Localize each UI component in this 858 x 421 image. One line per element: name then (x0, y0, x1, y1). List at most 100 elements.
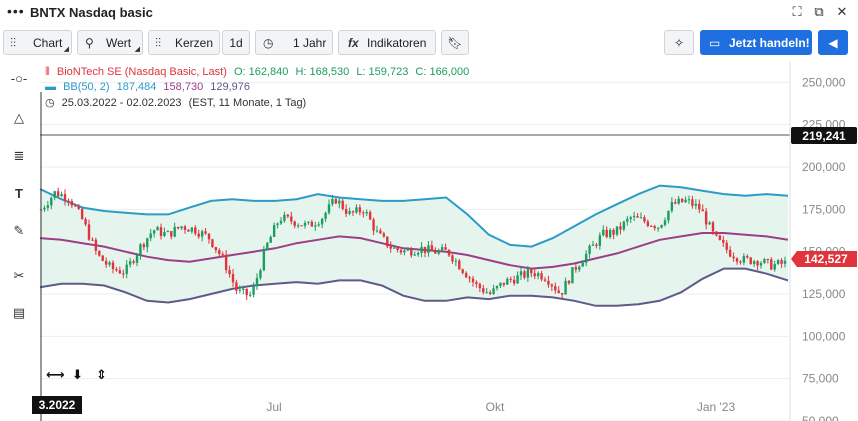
candle-body (434, 250, 437, 254)
collapse-panel-button[interactable]: ◀ (818, 30, 848, 55)
interval-button[interactable]: 1d (222, 30, 250, 55)
candle-body (742, 256, 746, 263)
candle-body (444, 247, 447, 250)
tools-icon[interactable]: ✂ (13, 268, 25, 283)
candle-body (382, 233, 386, 237)
indicators-button[interactable]: fx Indikatoren (338, 30, 436, 55)
candle-body (163, 232, 166, 236)
candle-body (560, 293, 564, 295)
candle-body (242, 288, 245, 290)
candle-body (338, 200, 341, 204)
bb-icon: ▬ (45, 81, 56, 93)
candle-body (423, 246, 427, 253)
candle-body (485, 292, 488, 294)
crosshair-tool-icon[interactable]: -○- (10, 71, 28, 86)
candle-body (379, 230, 382, 234)
trade-now-button[interactable]: ▭ Jetzt handeln! (700, 30, 812, 55)
candle-body (533, 273, 536, 277)
bb-label: BB(50, 2) (63, 81, 110, 93)
chart-type-label: Chart (33, 36, 63, 50)
bb-lower-value: 129,976 (210, 81, 251, 93)
legend-open: O: 162,840 (233, 66, 289, 78)
x-tick-label: Jul (266, 400, 281, 414)
candle-body (595, 244, 598, 246)
candle-body (314, 225, 317, 227)
candle-body (773, 263, 776, 270)
calculator-icon[interactable]: ▤ (12, 305, 26, 320)
candle-body (468, 277, 471, 279)
caret-left-icon: ◀ (828, 36, 838, 50)
fullscreen-icon[interactable]: ⛶ (792, 4, 802, 19)
candle-body (437, 250, 440, 254)
text-tool-icon[interactable]: T (15, 186, 23, 201)
value-button[interactable]: ⚲ Wert ◢ (77, 30, 143, 55)
candle-body (571, 267, 574, 284)
fit-horizontal-icon[interactable]: ⟷ (46, 367, 65, 382)
candle-body (180, 226, 183, 229)
candle-body (598, 235, 602, 246)
candle-body (135, 254, 139, 263)
price-chart[interactable]: 250,000225,000200,000175,000150,000125,0… (0, 62, 858, 421)
candle-body (142, 244, 146, 248)
function-icon: fx (348, 36, 359, 50)
fib-tool-icon[interactable]: ≣ (13, 148, 25, 163)
chart-type-button[interactable]: ⫶⫶ Chart ◢ (3, 30, 72, 55)
candle-body (307, 221, 310, 223)
date-note: (EST, 11 Monate, 1 Tag) (188, 97, 307, 109)
last-price-tag: 142,527 (791, 251, 857, 267)
candle-body (159, 227, 163, 236)
candle-body (451, 255, 454, 262)
candle-body (262, 249, 266, 271)
more-icon[interactable]: ••• (7, 3, 25, 19)
candle-body (783, 260, 787, 264)
popout-icon[interactable]: ⧉ (814, 4, 824, 19)
candle-body (386, 236, 389, 247)
candle-body (317, 224, 320, 226)
candle-body (355, 207, 358, 213)
candle-body (269, 236, 272, 243)
candle-body (749, 257, 752, 264)
candles-button[interactable]: ⫶⫶ Kerzen (148, 30, 220, 55)
candle-body (272, 225, 276, 237)
magic-button[interactable]: ✧ (664, 30, 694, 55)
candle-body (629, 217, 632, 219)
arrow-down-icon[interactable]: ⬇ (72, 367, 83, 382)
candle-body (495, 285, 499, 289)
candle-body (656, 227, 660, 229)
title-bar: ••• BNTX Nasdaq basic ⛶ ⧉ ✕ (0, 0, 858, 26)
candle-body (214, 247, 218, 251)
candle-body (293, 221, 296, 226)
candle-body (56, 191, 60, 197)
candle-body (519, 271, 523, 276)
series-icon: ⦀ (45, 66, 50, 78)
candle-body (492, 288, 495, 294)
candle-body (115, 269, 118, 271)
candle-body (427, 245, 430, 253)
candle-body (218, 250, 221, 255)
candle-body (564, 280, 567, 295)
candle-body (578, 266, 581, 270)
candle-body (516, 275, 519, 284)
bollinger-mid-line (39, 232, 789, 270)
candle-body (166, 231, 170, 233)
close-icon[interactable]: ✕ (836, 4, 848, 19)
pencil-tool-icon[interactable]: ✎ (13, 223, 25, 238)
chart-area[interactable]: 250,000225,000200,000175,000150,000125,0… (0, 62, 858, 421)
expand-vertical-icon[interactable]: ⇕ (96, 367, 107, 382)
triangle-tool-icon[interactable]: △ (14, 110, 24, 125)
candle-body (248, 294, 252, 296)
candle-body (715, 231, 718, 236)
candle-body (663, 220, 667, 225)
y-tick-label: 75,000 (802, 372, 839, 386)
candle-body (588, 245, 591, 254)
candle-body (211, 239, 214, 248)
range-button[interactable]: ◷ 1 Jahr (255, 30, 333, 55)
legend-low: L: 159,723 (356, 66, 409, 78)
candle-body (74, 205, 77, 207)
candle-body (632, 216, 636, 218)
candle-body (152, 230, 156, 234)
candle-body (752, 261, 756, 264)
interval-label: 1d (229, 36, 243, 50)
bookmark-button[interactable]: 🔖︎ (441, 30, 469, 55)
candle-body (626, 218, 629, 222)
